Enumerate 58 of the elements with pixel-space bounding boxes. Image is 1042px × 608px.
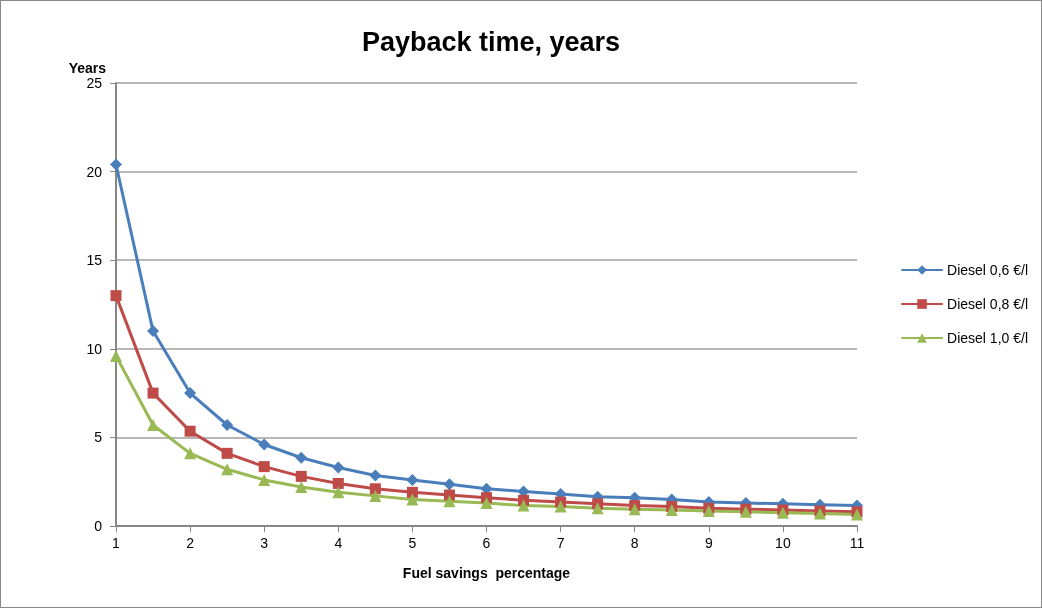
x-tick-label: 6 — [482, 535, 491, 551]
x-tick-label: 7 — [556, 535, 565, 551]
point — [184, 387, 197, 400]
legend-label: Diesel 0,6 €/l — [947, 262, 1029, 278]
y-tick-label: 0 — [94, 518, 103, 534]
x-tick-label: 1 — [112, 535, 121, 551]
point — [221, 463, 234, 476]
point — [443, 495, 456, 508]
point — [332, 477, 344, 489]
point — [221, 447, 233, 459]
y-tick-label: 25 — [86, 75, 103, 91]
y-tick-label: 20 — [86, 163, 103, 180]
point — [258, 473, 271, 486]
point — [554, 500, 567, 513]
point — [258, 438, 271, 451]
point — [147, 325, 160, 338]
x-axis-title: Fuel savings percentage — [402, 565, 571, 581]
point — [147, 387, 159, 399]
y-axis-title: Years — [68, 60, 107, 76]
point — [332, 461, 345, 474]
x-tick-label: 3 — [260, 535, 269, 551]
point — [406, 486, 418, 498]
chart-title: Payback time, years — [361, 26, 621, 57]
legend-label: Diesel 1,0 €/l — [947, 330, 1029, 346]
point — [295, 481, 308, 494]
x-tick-label: 9 — [704, 535, 713, 551]
point — [665, 504, 678, 517]
point — [480, 496, 493, 509]
y-tick-label: 5 — [94, 429, 103, 446]
point — [332, 486, 345, 499]
x-tick-label: 11 — [849, 535, 865, 551]
x-tick-label: 10 — [775, 535, 791, 551]
point — [295, 451, 308, 464]
point — [110, 349, 122, 362]
point — [406, 493, 419, 506]
point — [110, 158, 122, 171]
point — [517, 499, 530, 512]
point — [443, 478, 456, 491]
point — [369, 489, 382, 502]
y-tick-label: 15 — [86, 252, 103, 269]
point — [406, 473, 419, 486]
point — [184, 447, 197, 460]
point — [295, 470, 307, 482]
legend-label: Diesel 0,8 €/l — [947, 296, 1029, 312]
x-tick-label: 4 — [334, 535, 343, 551]
point — [221, 419, 234, 431]
point — [369, 469, 382, 482]
point — [258, 461, 270, 473]
point — [147, 419, 160, 431]
x-tick-label: 8 — [630, 535, 639, 551]
y-tick-label: 10 — [86, 340, 103, 357]
point — [628, 503, 641, 516]
point — [184, 425, 196, 437]
point — [369, 483, 381, 495]
x-tick-label: 5 — [408, 535, 417, 551]
x-tick-label: 2 — [186, 535, 195, 551]
point — [110, 290, 122, 302]
point — [591, 502, 604, 515]
